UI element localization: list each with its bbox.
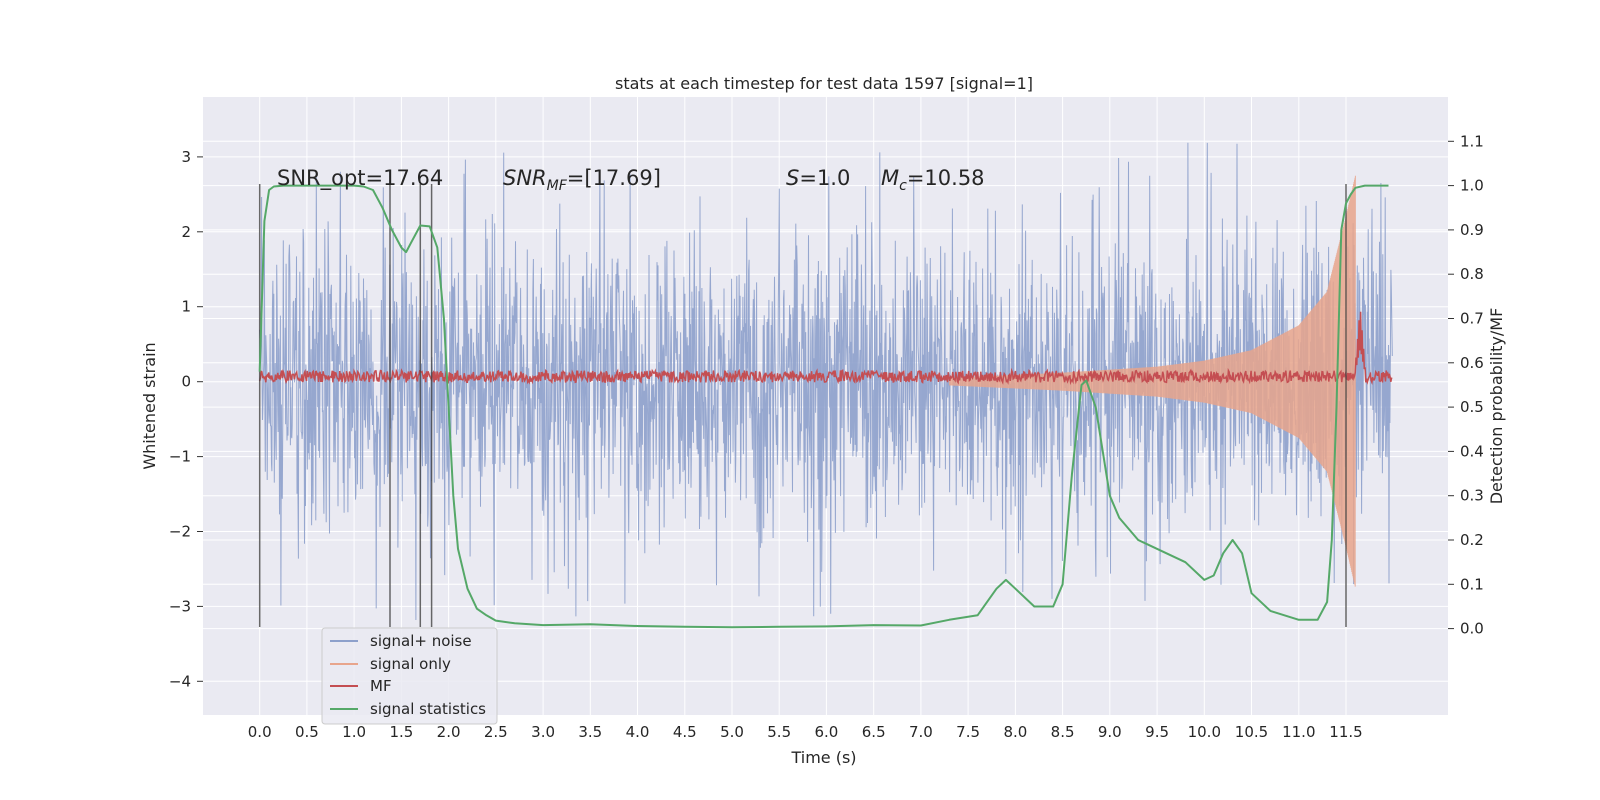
x-tick-label: 3.5 (578, 723, 602, 741)
y-tick-label-right: 0.1 (1460, 575, 1484, 593)
y-tick-label-left: −4 (169, 672, 191, 690)
y-tick-label-left: 0 (181, 373, 191, 391)
series-signal-noise (259, 142, 1393, 621)
x-tick-label: 8.0 (1003, 723, 1027, 741)
x-tick-label: 2.0 (437, 723, 461, 741)
x-tick-label: 3.0 (531, 723, 555, 741)
annotation-s-var: S (786, 166, 799, 190)
y-tick-label-left: −2 (169, 523, 191, 541)
annotation-snr-mf-sub: MF (547, 178, 568, 194)
x-tick-label: 8.5 (1051, 723, 1075, 741)
y-tick-label-right: 0.5 (1460, 398, 1484, 416)
x-tick-label: 5.0 (720, 723, 744, 741)
annotation-mc-var: M (881, 166, 899, 190)
y-tick-label-left: −1 (169, 448, 191, 466)
annotation-s-value: =1.0 (799, 166, 850, 190)
annotation-mc-sub: c (899, 178, 907, 194)
annotation-snr-mf-base: SNR (503, 166, 547, 190)
y-tick-label-right: 1.0 (1460, 177, 1484, 195)
legend-label-signal-noise: signal+ noise (370, 632, 472, 650)
y-tick-label-right: 0.2 (1460, 531, 1484, 549)
x-tick-label: 11.5 (1329, 723, 1362, 741)
plot-area (258, 142, 1393, 629)
x-tick-label: 4.5 (673, 723, 697, 741)
x-tick-label: 10.5 (1235, 723, 1268, 741)
y-tick-label-right: 0.4 (1460, 442, 1484, 460)
y-axis-label-left: Whitened strain (140, 342, 159, 469)
series-signal-only (948, 175, 1356, 587)
x-tick-label: 9.5 (1145, 723, 1169, 741)
y-tick-label-right: 0.9 (1460, 221, 1484, 239)
x-tick-label: 5.5 (767, 723, 791, 741)
y-tick-label-right: 0.0 (1460, 620, 1484, 638)
annotation-mc-value: =10.58 (907, 166, 985, 190)
annotation-s: S=1.0 (786, 166, 850, 190)
y-tick-label-right: 0.6 (1460, 354, 1484, 372)
y-tick-label-left: 2 (181, 223, 191, 241)
y-axis-label-right: Detection probability/MF (1487, 308, 1506, 505)
annotation-snr-opt: SNR_opt=17.64 (277, 166, 443, 191)
y-tick-label-left: −3 (169, 597, 191, 615)
x-tick-label: 9.0 (1098, 723, 1122, 741)
x-tick-label: 10.0 (1188, 723, 1221, 741)
annotation-mc: Mc=10.58 (881, 166, 985, 194)
x-tick-label: 0.5 (295, 723, 319, 741)
x-tick-label: 0.0 (248, 723, 272, 741)
y-tick-label-left: 1 (181, 298, 191, 316)
y-tick-label-right: 0.7 (1460, 310, 1484, 328)
legend-label-signal-only: signal only (370, 655, 451, 673)
x-tick-label: 7.5 (956, 723, 980, 741)
annotations: SNR_opt=17.64 SNRMF=[17.69] S=1.0 Mc=10.… (277, 166, 985, 194)
x-tick-label: 6.0 (814, 723, 838, 741)
series-signal-statistics (258, 184, 1389, 629)
annotation-snr-mf-value: =[17.69] (567, 166, 661, 190)
legend-label-signal-statistics: signal statistics (370, 700, 486, 718)
x-tick-label: 4.0 (626, 723, 650, 741)
annotation-snr-mf: SNRMF=[17.69] (503, 166, 661, 194)
y-tick-label-right: 0.8 (1460, 265, 1484, 283)
y-tick-label-left: 3 (181, 148, 191, 166)
x-tick-label: 6.5 (862, 723, 886, 741)
legend-label-mf: MF (370, 677, 392, 695)
x-tick-label: 11.0 (1282, 723, 1315, 741)
x-tick-label: 1.5 (389, 723, 413, 741)
legend: signal+ noise signal only MF signal stat… (321, 627, 498, 725)
x-tick-label: 1.0 (342, 723, 366, 741)
axes: 0.0 0.5 1.0 1.5 2.0 2.5 3.0 3.5 4.0 4.5 5.0 5.5 6.0 6… (169, 132, 1484, 741)
y-tick-label-right: 1.1 (1460, 132, 1484, 150)
x-tick-label: 7.0 (909, 723, 933, 741)
x-axis-label: Time (s) (790, 748, 856, 767)
chart-title: stats at each timestep for test data 159… (615, 74, 1033, 93)
series-mf (258, 311, 1393, 386)
x-tick-label: 2.5 (484, 723, 508, 741)
y-tick-label-right: 0.3 (1460, 487, 1484, 505)
legend-box (321, 627, 498, 725)
